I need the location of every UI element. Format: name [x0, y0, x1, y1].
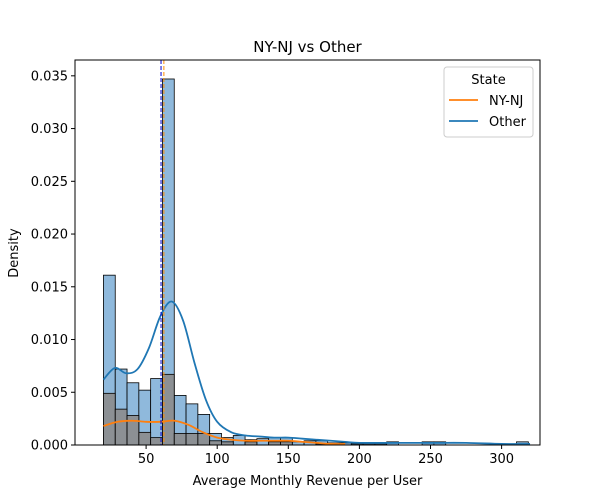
- x-tick-label: 100: [205, 452, 230, 467]
- x-tick-label: 50: [138, 452, 155, 467]
- histogram-bar-other: [256, 438, 270, 446]
- mean-lines: [160, 60, 165, 445]
- x-tick-label: 150: [276, 452, 301, 467]
- y-tick-label: 0.015: [31, 280, 68, 295]
- histogram-bar-ny-nj: [138, 431, 152, 446]
- histogram-bar-ny-nj: [173, 432, 187, 446]
- y-tick-label: 0.010: [31, 333, 68, 348]
- legend: State NY-NJ Other: [443, 66, 534, 138]
- y-axis-ticks: 0.000 0.005 0.010 0.015 0.020 0.025 0.030 0.035: [31, 69, 75, 454]
- y-tick-label: 0.020: [31, 228, 68, 243]
- x-axis-label: Average Monthly Revenue per User: [193, 474, 423, 489]
- legend-label-ny-nj: NY-NJ: [489, 94, 523, 109]
- x-tick-label: 200: [347, 452, 372, 467]
- x-tick-label: 300: [489, 452, 514, 467]
- kde-line-other: [102, 300, 531, 445]
- y-tick-label: 0.035: [31, 69, 68, 84]
- histogram-bar-ny-nj: [103, 392, 116, 446]
- legend-title: State: [471, 73, 505, 88]
- kde-line-ny-nj: [103, 419, 346, 445]
- y-tick-label: 0.000: [31, 439, 68, 454]
- legend-box: [443, 66, 534, 138]
- legend-label-other: Other: [489, 115, 527, 130]
- chart-title: NY-NJ vs Other: [253, 38, 362, 56]
- histogram-bar-ny-nj: [185, 432, 199, 446]
- x-axis-ticks: 50 100 150 200 250 300: [138, 445, 514, 467]
- y-tick-label: 0.030: [31, 122, 68, 137]
- histogram-bar-ny-nj: [209, 440, 222, 446]
- x-tick-label: 250: [418, 452, 443, 467]
- y-tick-label: 0.025: [31, 175, 68, 190]
- histogram-bar-ny-nj: [114, 408, 128, 446]
- plot-frame: [74, 59, 541, 446]
- y-tick-label: 0.005: [31, 386, 68, 401]
- kde-lines: [102, 300, 531, 445]
- y-axis-label: Density: [7, 228, 22, 278]
